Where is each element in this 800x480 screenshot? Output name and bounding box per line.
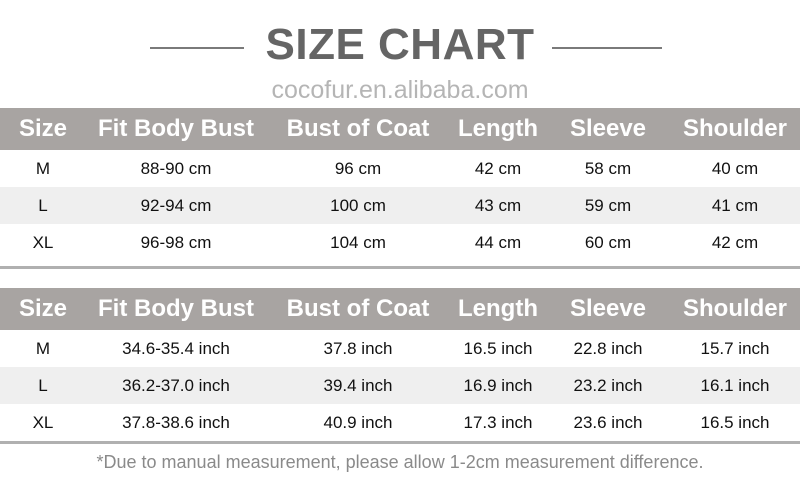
column-header: Sleeve bbox=[546, 288, 670, 330]
table-cell: XL bbox=[32, 232, 54, 252]
title-rule-right bbox=[552, 47, 662, 49]
column-header: Bust of Coat bbox=[266, 108, 450, 150]
header-row: Size Fit Body Bust Bust of Coat Length Sleev… bbox=[0, 288, 800, 330]
table-row: L 36.2-37.0 inch 39.4 inch 16.9 inch 23.2 in… bbox=[0, 367, 800, 404]
size-table-cm: Size Fit Body Bust Bust of Coat Length Sleev… bbox=[0, 108, 800, 261]
table-cell: 59 cm bbox=[546, 187, 670, 224]
column-header: Length bbox=[450, 108, 546, 150]
table-cell: L bbox=[0, 187, 86, 224]
table-cell: 96-98 cm bbox=[140, 232, 212, 252]
table-cell: 16.5 inch bbox=[700, 412, 770, 432]
table-cell: 16.5 inch bbox=[463, 338, 533, 358]
table-row: XL 37.8-38.6 inch 40.9 inch 17.3 inch 23.6 i… bbox=[0, 404, 800, 441]
column-header: Shoulder bbox=[670, 108, 800, 150]
table-cell: 42 cm bbox=[474, 158, 522, 178]
title-rule-left bbox=[150, 47, 244, 49]
table-cell: 43 cm bbox=[450, 187, 546, 224]
table-cell: 40 cm bbox=[711, 158, 759, 178]
header-row: Size Fit Body Bust Bust of Coat Length Sleev… bbox=[0, 108, 800, 150]
column-header: Length bbox=[450, 288, 546, 330]
table-cell: 39.4 inch bbox=[266, 367, 450, 404]
table-cell: 44 cm bbox=[474, 232, 522, 252]
column-header: Shoulder bbox=[670, 288, 800, 330]
column-header: Fit Body Bust bbox=[86, 288, 266, 330]
table-cell: M bbox=[35, 338, 51, 358]
column-header: Fit Body Bust bbox=[86, 108, 266, 150]
watermark: cocofur.en.alibaba.com bbox=[271, 76, 529, 104]
table-cell: 23.6 inch bbox=[573, 412, 643, 432]
table-cell: 16.1 inch bbox=[670, 367, 800, 404]
table-cell: 37.8-38.6 inch bbox=[122, 412, 230, 432]
table-cell: 34.6-35.4 inch bbox=[122, 338, 230, 358]
column-header: Size bbox=[0, 108, 86, 150]
table-cell: 104 cm bbox=[330, 232, 386, 252]
table-cell: 23.2 inch bbox=[546, 367, 670, 404]
column-header: Sleeve bbox=[546, 108, 670, 150]
table-row: M 34.6-35.4 inch 37.8 inch 16.5 inch 22.8 in… bbox=[0, 330, 800, 367]
table-cell: 17.3 inch bbox=[463, 412, 533, 432]
size-table-inch: Size Fit Body Bust Bust of Coat Length Sleev… bbox=[0, 288, 800, 441]
divider bbox=[0, 266, 800, 269]
column-header: Bust of Coat bbox=[266, 288, 450, 330]
table-cell: 58 cm bbox=[584, 158, 632, 178]
table-cell: 96 cm bbox=[334, 158, 382, 178]
table-cell: 40.9 inch bbox=[323, 412, 393, 432]
table-cell: 100 cm bbox=[266, 187, 450, 224]
divider bbox=[0, 441, 800, 444]
table-cell: 92-94 cm bbox=[86, 187, 266, 224]
table-row: M 88-90 cm 96 cm 42 cm 58 cm 40 cm bbox=[0, 150, 800, 187]
table-cell: 41 cm bbox=[670, 187, 800, 224]
table-cell: 36.2-37.0 inch bbox=[86, 367, 266, 404]
table-cell: 37.8 inch bbox=[323, 338, 393, 358]
table-row: L 92-94 cm 100 cm 43 cm 59 cm 41 cm bbox=[0, 187, 800, 224]
table-cell: XL bbox=[32, 412, 54, 432]
column-header: Size bbox=[0, 288, 86, 330]
table-cell: 22.8 inch bbox=[573, 338, 643, 358]
table-cell: L bbox=[0, 367, 86, 404]
table-cell: 60 cm bbox=[584, 232, 632, 252]
table-cell: 16.9 inch bbox=[450, 367, 546, 404]
measurement-note: *Due to manual measurement, please allow… bbox=[96, 452, 704, 472]
table-cell: M bbox=[35, 158, 51, 178]
table-cell: 42 cm bbox=[711, 232, 759, 252]
page-title: SIZE CHART bbox=[265, 20, 535, 69]
table-cell: 15.7 inch bbox=[700, 338, 770, 358]
table-row: XL 96-98 cm 104 cm 44 cm 60 cm 42 cm bbox=[0, 224, 800, 261]
table-cell: 88-90 cm bbox=[140, 158, 212, 178]
